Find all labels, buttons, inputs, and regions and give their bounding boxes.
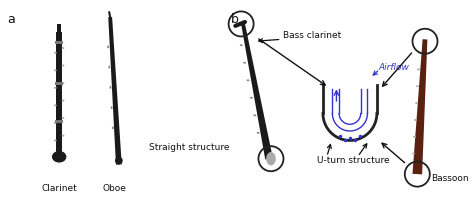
Text: a: a (7, 13, 15, 26)
Ellipse shape (250, 97, 253, 99)
Ellipse shape (108, 66, 110, 69)
Ellipse shape (54, 122, 57, 124)
Ellipse shape (54, 87, 57, 89)
Ellipse shape (418, 52, 421, 54)
Ellipse shape (415, 103, 418, 105)
Ellipse shape (62, 118, 64, 119)
Ellipse shape (257, 132, 260, 134)
Bar (55, 42, 63, 45)
Ellipse shape (246, 80, 249, 82)
Bar (57, 25, 61, 36)
Ellipse shape (416, 86, 419, 88)
Ellipse shape (62, 48, 64, 50)
Ellipse shape (413, 136, 416, 138)
Text: Oboe: Oboe (102, 183, 126, 192)
Bar (55, 121, 63, 123)
Ellipse shape (52, 151, 66, 163)
Ellipse shape (62, 65, 64, 67)
Ellipse shape (54, 140, 57, 142)
Polygon shape (412, 40, 428, 175)
Text: Clarinet: Clarinet (41, 183, 77, 192)
Ellipse shape (109, 87, 111, 89)
Ellipse shape (54, 53, 57, 54)
Text: Airflow: Airflow (379, 63, 410, 72)
Ellipse shape (417, 69, 420, 71)
Polygon shape (108, 18, 122, 165)
Polygon shape (241, 24, 273, 160)
Text: b: b (230, 13, 238, 26)
Ellipse shape (62, 100, 64, 102)
Ellipse shape (107, 46, 109, 49)
Ellipse shape (414, 119, 417, 121)
Ellipse shape (62, 135, 64, 137)
Text: Bass clarinet: Bass clarinet (283, 31, 342, 40)
Ellipse shape (243, 62, 246, 64)
Ellipse shape (240, 45, 243, 47)
Text: Straight structure: Straight structure (149, 143, 229, 152)
Ellipse shape (412, 153, 415, 155)
Ellipse shape (112, 127, 114, 130)
Ellipse shape (110, 107, 113, 110)
Ellipse shape (253, 115, 256, 117)
Bar (55, 82, 63, 85)
Ellipse shape (54, 70, 57, 72)
Ellipse shape (54, 105, 57, 107)
Bar (56, 32, 62, 153)
Ellipse shape (266, 152, 276, 166)
Text: Bassoon: Bassoon (431, 173, 468, 182)
Ellipse shape (115, 157, 123, 165)
Ellipse shape (62, 83, 64, 85)
Text: U-turn structure: U-turn structure (317, 155, 390, 164)
